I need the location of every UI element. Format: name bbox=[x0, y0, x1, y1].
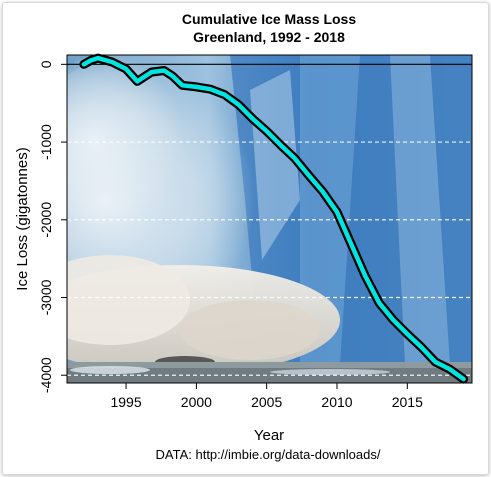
gridlines bbox=[67, 63, 472, 376]
data-source-note: DATA: http://imbie.org/data-downloads/ bbox=[156, 447, 381, 462]
x-axis: 1995 2000 2005 2010 2015 bbox=[110, 383, 423, 410]
x-axis-label: Year bbox=[254, 427, 284, 444]
chart-title: Cumulative Ice Mass Loss bbox=[182, 11, 357, 27]
y-tick-label: -2000 bbox=[38, 202, 54, 238]
y-tick-label: -1000 bbox=[38, 124, 54, 160]
plot-border bbox=[66, 54, 473, 384]
x-tick-label: 2000 bbox=[181, 394, 212, 410]
glacier-photo-background bbox=[67, 55, 472, 383]
series-line bbox=[81, 55, 466, 382]
y-tick-label: -3000 bbox=[38, 279, 54, 315]
y-axis-label: Ice Loss (gigatonnes) bbox=[14, 147, 31, 290]
x-tick-label: 2010 bbox=[321, 394, 352, 410]
y-axis: 0 -1000 -2000 -3000 -4000 bbox=[38, 60, 67, 393]
y-tick-label: 0 bbox=[38, 60, 54, 68]
series-layer bbox=[79, 53, 469, 384]
chart-subtitle: Greenland, 1992 - 2018 bbox=[193, 29, 345, 45]
x-tick-label: 2015 bbox=[392, 394, 423, 410]
x-tick-label: 1995 bbox=[110, 394, 141, 410]
x-tick-label: 2005 bbox=[251, 394, 282, 410]
y-tick-label: -4000 bbox=[38, 357, 54, 393]
